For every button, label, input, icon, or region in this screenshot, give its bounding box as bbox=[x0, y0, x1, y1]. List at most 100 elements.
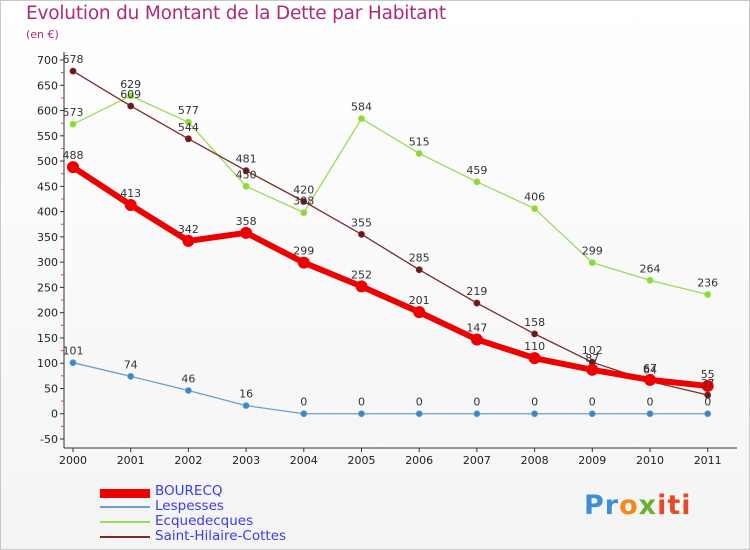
legend-swatch-saint-hilaire-cottes bbox=[100, 536, 150, 538]
data-label-saint-hilaire-cottes: 102 bbox=[582, 344, 603, 357]
data-label-lespesses: 0 bbox=[647, 396, 654, 409]
data-point-bourecq bbox=[182, 234, 195, 247]
data-label-ecquedecques: 577 bbox=[178, 104, 199, 117]
data-label-bourecq: 55 bbox=[701, 368, 715, 381]
data-label-lespesses: 0 bbox=[704, 396, 711, 409]
data-point-bourecq bbox=[644, 373, 656, 386]
y-axis-unit: (en €) bbox=[26, 28, 59, 41]
x-tick-label: 2009 bbox=[578, 454, 606, 467]
x-tick-label: 2005 bbox=[348, 454, 376, 467]
data-point-ecquedecques bbox=[646, 276, 654, 284]
data-point-saint-hilaire-cottes bbox=[242, 167, 250, 175]
data-label-lespesses: 16 bbox=[239, 388, 253, 401]
data-point-lespesses bbox=[646, 410, 654, 418]
data-point-saint-hilaire-cottes bbox=[704, 391, 712, 399]
data-label-saint-hilaire-cottes: 37 bbox=[701, 377, 715, 390]
y-tick-label: 350 bbox=[37, 231, 58, 244]
data-point-lespesses bbox=[358, 410, 365, 418]
data-label-bourecq: 87 bbox=[585, 352, 599, 365]
data-label-lespesses: 0 bbox=[531, 396, 538, 409]
data-point-ecquedecques bbox=[127, 92, 135, 100]
data-label-lespesses: 0 bbox=[300, 396, 307, 409]
data-label-bourecq: 67 bbox=[643, 362, 657, 375]
y-tick-label: 100 bbox=[37, 357, 58, 370]
legend-swatch-lespesses bbox=[100, 506, 150, 508]
data-label-bourecq: 299 bbox=[293, 245, 314, 258]
x-tick-label: 2000 bbox=[59, 454, 87, 467]
y-tick-label: 400 bbox=[37, 206, 58, 219]
data-point-saint-hilaire-cottes bbox=[300, 198, 308, 205]
series-line-lespesses bbox=[72, 362, 708, 415]
data-label-ecquedecques: 584 bbox=[351, 101, 372, 114]
data-point-ecquedecques bbox=[415, 150, 423, 157]
data-point-bourecq bbox=[124, 199, 137, 212]
y-tick-label: 700 bbox=[37, 54, 58, 67]
data-point-saint-hilaire-cottes bbox=[531, 330, 538, 338]
data-point-bourecq bbox=[355, 280, 368, 293]
y-tick-label: 250 bbox=[37, 281, 58, 294]
data-point-saint-hilaire-cottes bbox=[127, 102, 135, 110]
data-label-bourecq: 252 bbox=[351, 268, 372, 281]
data-point-ecquedecques bbox=[300, 209, 308, 217]
data-label-ecquedecques: 406 bbox=[524, 191, 545, 204]
data-point-bourecq bbox=[413, 306, 426, 319]
y-tick-label: 600 bbox=[37, 105, 58, 118]
data-point-lespesses bbox=[300, 410, 308, 418]
data-point-lespesses bbox=[588, 410, 596, 418]
data-point-ecquedecques bbox=[69, 120, 77, 128]
data-label-bourecq: 488 bbox=[63, 149, 84, 162]
data-point-saint-hilaire-cottes bbox=[473, 299, 481, 307]
data-label-ecquedecques: 299 bbox=[582, 245, 603, 258]
data-point-bourecq bbox=[586, 363, 599, 376]
x-tick-label: 2006 bbox=[405, 454, 433, 467]
data-point-saint-hilaire-cottes bbox=[358, 230, 365, 238]
data-label-saint-hilaire-cottes: 678 bbox=[63, 53, 84, 66]
y-tick-label: 0 bbox=[51, 408, 58, 421]
x-tick-label: 2003 bbox=[232, 454, 260, 467]
y-tick-label: 200 bbox=[37, 307, 58, 320]
legend-label: BOURECQ bbox=[155, 483, 223, 499]
data-point-lespesses bbox=[242, 402, 250, 410]
y-tick-label: 500 bbox=[37, 155, 58, 168]
data-label-ecquedecques: 629 bbox=[120, 78, 141, 91]
data-label-ecquedecques: 515 bbox=[409, 135, 430, 148]
data-label-saint-hilaire-cottes: 544 bbox=[178, 121, 199, 134]
proxiti-logo: Proxiti bbox=[584, 490, 692, 521]
series-line-saint-hilaire-cottes bbox=[72, 70, 708, 396]
data-label-bourecq: 342 bbox=[178, 223, 199, 236]
data-point-ecquedecques bbox=[531, 205, 538, 212]
data-point-saint-hilaire-cottes bbox=[184, 135, 192, 143]
legend-swatch-bourecq bbox=[100, 489, 150, 498]
data-point-lespesses bbox=[531, 410, 538, 418]
data-label-lespesses: 46 bbox=[181, 372, 195, 385]
data-point-bourecq bbox=[528, 352, 541, 365]
legend-label: Lespesses bbox=[155, 498, 224, 514]
data-label-saint-hilaire-cottes: 219 bbox=[466, 285, 487, 298]
data-label-lespesses: 0 bbox=[358, 396, 365, 409]
legend-label: Ecquedecques bbox=[155, 513, 254, 529]
data-label-bourecq: 413 bbox=[120, 187, 141, 200]
y-tick-label: 50 bbox=[44, 382, 58, 395]
series-line-ecquedecques bbox=[72, 95, 708, 296]
x-tick-label: 2008 bbox=[521, 454, 549, 467]
data-label-ecquedecques: 398 bbox=[293, 195, 314, 208]
data-point-lespesses bbox=[127, 372, 135, 380]
y-tick-label: -50 bbox=[40, 433, 58, 446]
data-label-lespesses: 0 bbox=[589, 396, 596, 409]
data-point-saint-hilaire-cottes bbox=[69, 67, 77, 75]
y-tick-label: 650 bbox=[37, 79, 58, 92]
data-point-bourecq bbox=[701, 379, 714, 392]
legend-label: Saint-Hilaire-Cottes bbox=[155, 528, 287, 544]
data-label-bourecq: 201 bbox=[409, 294, 430, 307]
y-tick-label: 150 bbox=[37, 332, 58, 345]
data-point-ecquedecques bbox=[473, 178, 481, 186]
data-label-lespesses: 0 bbox=[473, 396, 480, 409]
x-tick-label: 2004 bbox=[290, 454, 318, 467]
chart-title: Evolution du Montant de la Dette par Hab… bbox=[26, 3, 446, 24]
data-point-ecquedecques bbox=[588, 259, 596, 267]
data-point-bourecq bbox=[67, 161, 79, 174]
data-point-lespesses bbox=[415, 410, 423, 418]
x-tick-label: 2001 bbox=[117, 454, 145, 467]
